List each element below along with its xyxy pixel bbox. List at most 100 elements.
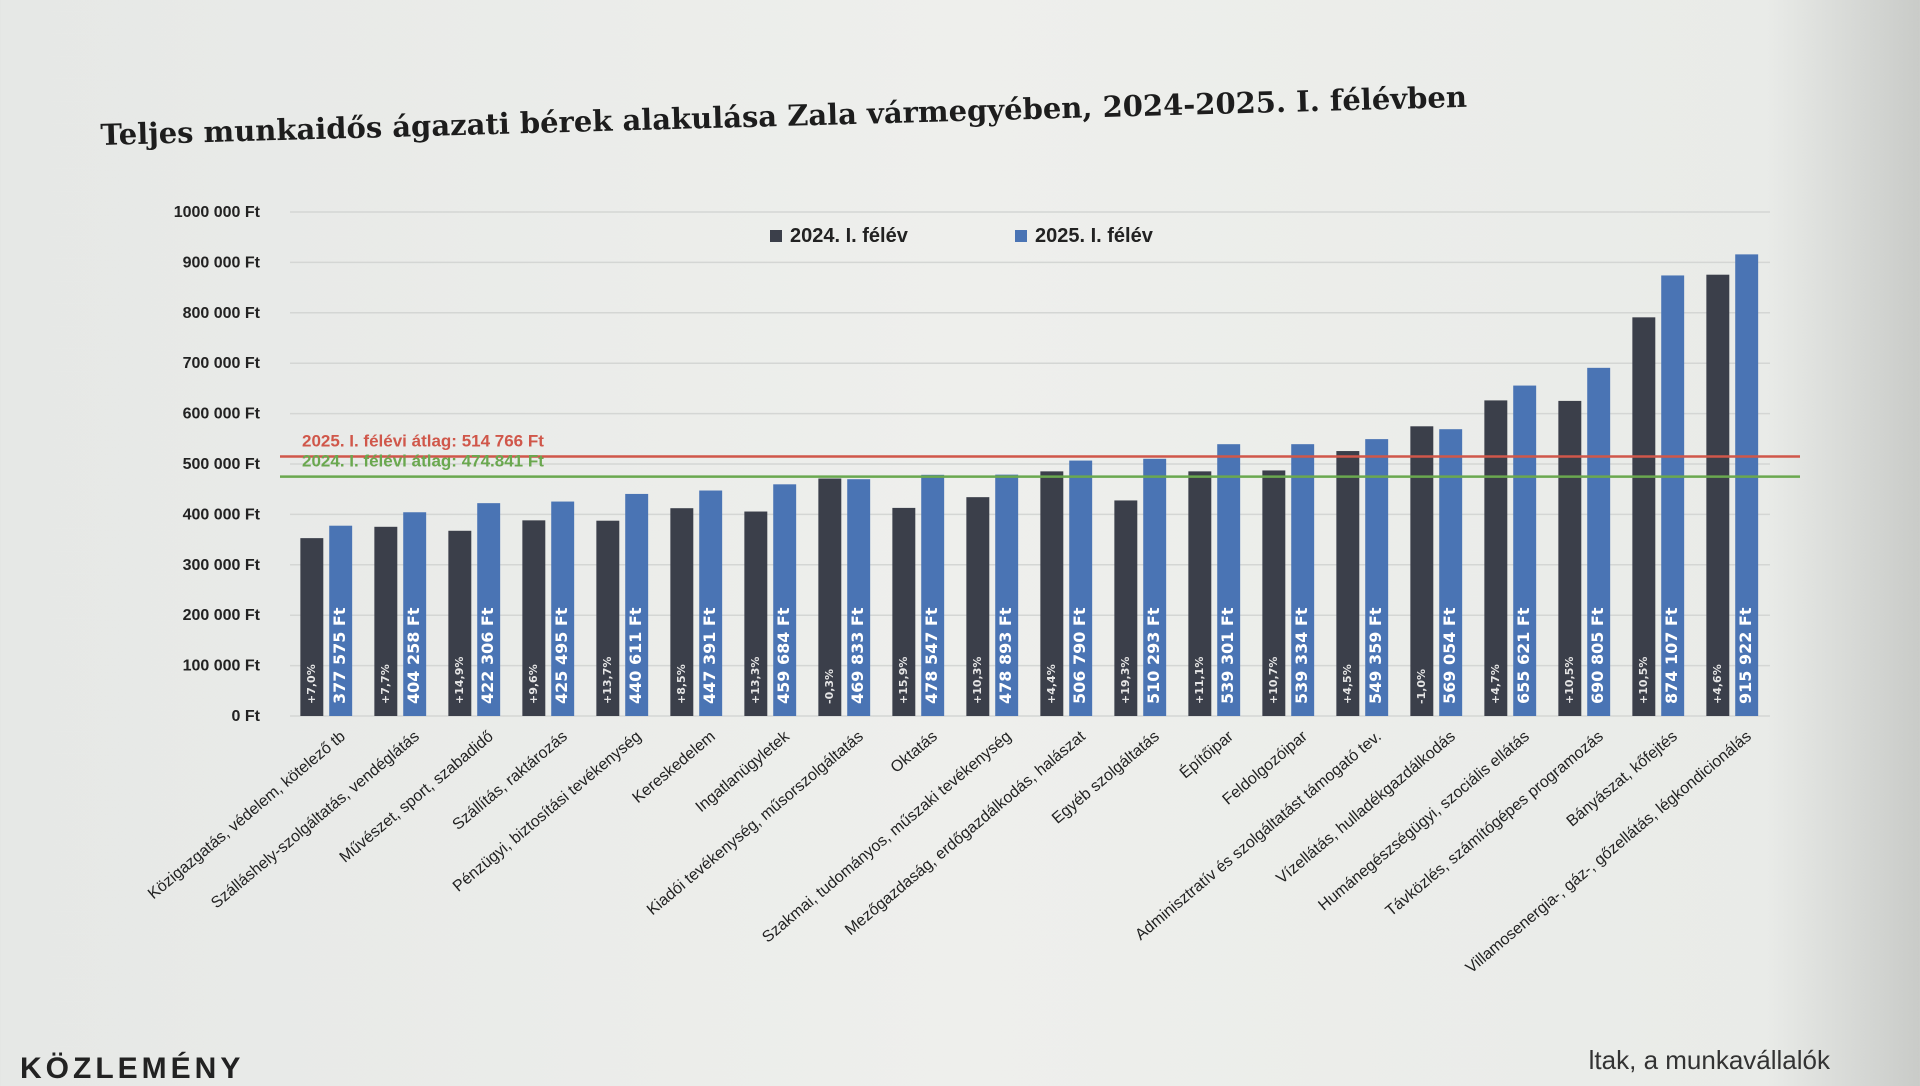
bar-2024 (1114, 500, 1138, 716)
bar-change-label: +4,4% (1045, 664, 1058, 704)
bar-change-label: +10,3% (971, 657, 984, 704)
y-tick-label: 0 Ft (232, 708, 261, 725)
bar-2025 (403, 512, 427, 716)
bar-2025 (1365, 439, 1389, 716)
footer-text: ltak, a munkavállalók (1588, 1045, 1830, 1075)
x-category-label: Adminisztratív és szolgáltatást támogató… (1132, 728, 1385, 944)
bar-2024 (1040, 471, 1064, 716)
y-tick-label: 300 000 Ft (183, 557, 261, 574)
legend-swatch (770, 230, 782, 242)
bar-value-label: 874 107 Ft (1662, 607, 1681, 704)
bar-value-label: 404 258 Ft (404, 607, 423, 704)
bar-value-label: 422 306 Ft (478, 607, 497, 704)
y-tick-label: 1000 000 Ft (174, 204, 261, 221)
bar-2025 (1069, 460, 1093, 716)
bar-2024 (522, 520, 546, 716)
bar-2025 (995, 474, 1019, 716)
bar-2024 (1558, 400, 1582, 716)
bar-value-label: 549 359 Ft (1366, 607, 1385, 704)
bar-2024 (892, 507, 916, 716)
bar-change-label: +14,9% (453, 657, 466, 704)
bar-2024 (966, 497, 990, 716)
bar-2025 (1217, 444, 1241, 716)
bar-2024 (1262, 470, 1286, 716)
y-tick-label: 200 000 Ft (183, 607, 261, 624)
bar-value-label: 469 833 Ft (848, 607, 867, 704)
bar-value-label: 447 391 Ft (700, 607, 719, 704)
legend-swatch (1015, 230, 1027, 242)
bar-2024 (1632, 317, 1656, 716)
bar-change-label: +13,3% (749, 657, 762, 704)
y-tick-label: 700 000 Ft (183, 355, 261, 372)
bar-2025 (1661, 275, 1685, 716)
bar-2025 (1291, 444, 1315, 716)
bar-change-label: +15,9% (897, 657, 910, 704)
bar-2024 (300, 538, 324, 716)
bar-2024 (1336, 451, 1360, 716)
bar-change-label: -1,0% (1415, 669, 1428, 704)
bar-2024 (1188, 471, 1212, 716)
y-tick-label: 100 000 Ft (183, 658, 261, 675)
x-category-label: Építőipar (1176, 726, 1238, 782)
bar-2024 (1484, 400, 1508, 716)
bar-2024 (1410, 426, 1434, 716)
bar-change-label: +7,7% (379, 664, 392, 704)
bar-value-label: 440 611 Ft (626, 607, 645, 704)
bar-value-label: 510 293 Ft (1144, 607, 1163, 704)
bar-2025 (1143, 458, 1167, 716)
bar-value-label: 377 575 Ft (330, 607, 349, 704)
bar-value-label: 915 922 Ft (1736, 607, 1755, 704)
bar-2025 (773, 484, 797, 716)
y-tick-label: 500 000 Ft (183, 456, 261, 473)
y-tick-label: 900 000 Ft (183, 254, 261, 271)
bar-value-label: 506 790 Ft (1070, 607, 1089, 704)
bar-2025 (1439, 429, 1463, 716)
y-tick-label: 600 000 Ft (183, 406, 261, 423)
bar-change-label: +8,5% (675, 664, 688, 704)
x-category-label: Művészet, sport, szabadidő (337, 728, 497, 866)
bar-2024 (448, 530, 472, 716)
bar-change-label: -0,3% (823, 669, 836, 704)
y-tick-label: 800 000 Ft (183, 305, 261, 322)
footer-heading-fragment: KÖZLEMÉNY (20, 1052, 245, 1085)
x-category-label: Szakmai, tudományos, műszaki tevékenység (759, 728, 1014, 946)
bar-change-label: +9,6% (527, 664, 540, 704)
bar-2025 (921, 474, 945, 716)
bar-2025 (1587, 367, 1611, 716)
bar-2025 (699, 490, 723, 716)
y-tick-label: 400 000 Ft (183, 506, 261, 523)
bar-change-label: +10,7% (1267, 657, 1280, 704)
bar-change-label: +7,0% (305, 664, 318, 704)
bar-2025 (551, 501, 575, 716)
bar-change-label: +10,5% (1637, 657, 1650, 704)
bar-2025 (1513, 385, 1537, 716)
bar-2024 (670, 508, 694, 716)
bar-2024 (1706, 274, 1730, 716)
bar-2025 (477, 503, 501, 716)
bar-change-label: +4,5% (1341, 664, 1354, 704)
x-category-label: Oktatás (888, 728, 941, 776)
bar-value-label: 569 054 Ft (1440, 607, 1459, 704)
bar-value-label: 690 805 Ft (1588, 607, 1607, 704)
legend-label: 2024. I. félév (790, 225, 909, 247)
bar-2024 (596, 520, 620, 716)
bar-2025 (625, 493, 649, 716)
bar-change-label: +19,3% (1119, 657, 1132, 704)
bar-2025 (329, 525, 353, 716)
bar-change-label: +4,6% (1711, 664, 1724, 704)
bar-change-label: +11,1% (1193, 657, 1206, 704)
bar-value-label: 478 547 Ft (922, 607, 941, 704)
bar-change-label: +4,7% (1489, 664, 1502, 704)
bar-2024 (374, 526, 398, 716)
bar-2024 (818, 478, 842, 716)
bar-2025 (847, 479, 871, 716)
bar-2025 (1735, 254, 1759, 716)
legend-label: 2025. I. félév (1035, 225, 1154, 247)
x-category-label: Villamosenergia-, gáz-, gőzellátás, légk… (1463, 728, 1755, 977)
bar-change-label: +10,5% (1563, 657, 1576, 704)
bar-value-label: 655 621 Ft (1514, 607, 1533, 704)
average-line-label: 2025. I. félévi átlag: 514 766 Ft (302, 432, 544, 451)
bar-value-label: 539 334 Ft (1292, 607, 1311, 704)
bar-value-label: 425 495 Ft (552, 607, 571, 704)
